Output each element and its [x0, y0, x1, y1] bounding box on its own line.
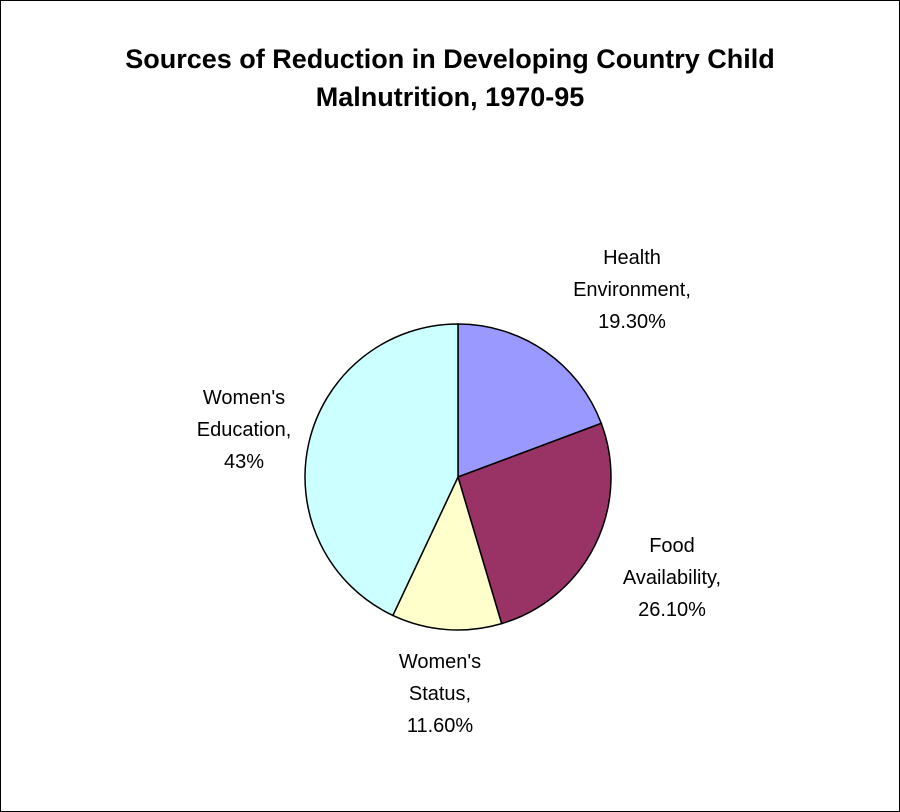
- chart-title-line-2: Malnutrition, 1970-95: [315, 82, 585, 112]
- chart-title-line-1: Sources of Reduction in Developing Count…: [125, 44, 775, 74]
- chart-title: Sources of Reduction in Developing Count…: [0, 40, 900, 116]
- slice-label-line: Availability,: [623, 567, 721, 589]
- slice-label-line: 26.10%: [638, 599, 706, 621]
- pie-slice-women-s-education: [304, 323, 459, 617]
- slice-label-line: Education,: [197, 419, 292, 441]
- slice-label-line: Women's: [203, 387, 285, 409]
- pie-slice-food-availability: [457, 422, 612, 625]
- slice-label-line: 43%: [224, 451, 264, 473]
- pie-slice-women-s-status: [391, 474, 503, 631]
- slice-label-food-availability: Food Availability, 26.10%: [623, 535, 721, 621]
- slice-label-women-s-education: Women's Education, 43%: [197, 387, 292, 473]
- slice-label-line: Status,: [409, 683, 471, 705]
- slice-label-line: Women's: [399, 651, 481, 673]
- pie-labels: Health Environment, 19.30% Food Availability…: [197, 247, 721, 737]
- slice-label-health-environment: Health Environment, 19.30%: [573, 247, 691, 333]
- pie-slices: [304, 323, 612, 631]
- slice-label-women-s-status: Women's Status, 11.60%: [399, 651, 481, 737]
- pie-slice-health-environment: [457, 323, 603, 479]
- slice-label-line: Food: [649, 535, 695, 557]
- slice-label-line: Environment,: [573, 279, 691, 301]
- slice-label-line: 19.30%: [598, 311, 666, 333]
- slice-label-line: Health: [603, 247, 661, 269]
- slice-label-line: 11.60%: [407, 715, 474, 737]
